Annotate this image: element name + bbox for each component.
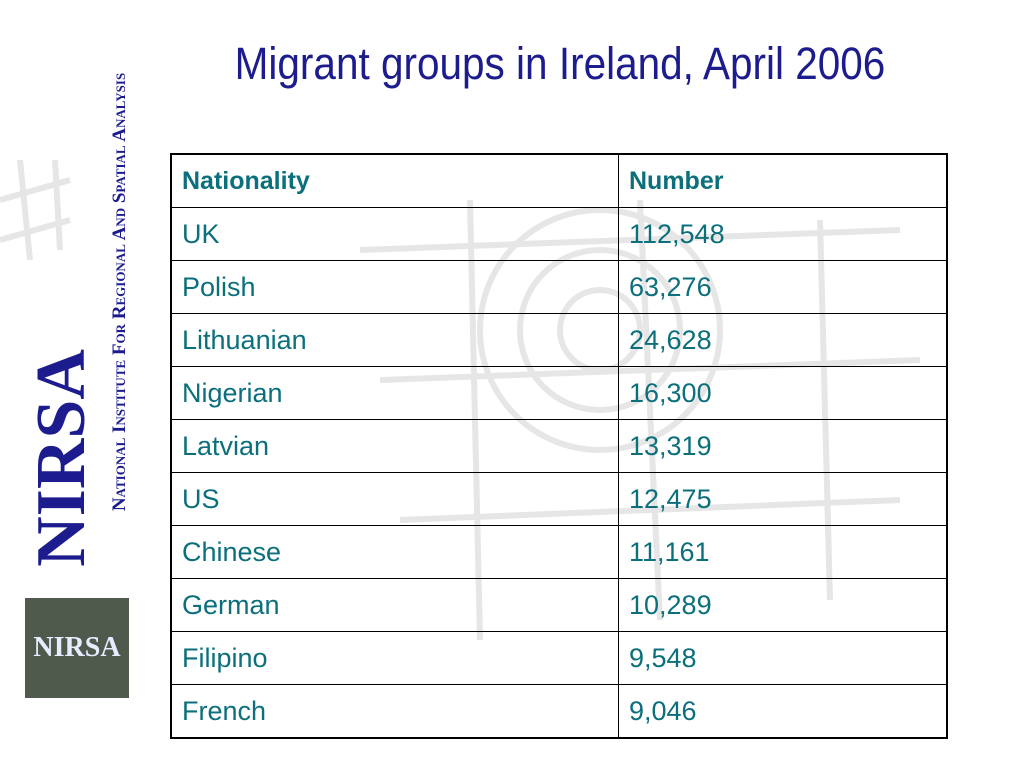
data-table: Nationality Number UK 112,548 Polish 63,276 Li… — [170, 153, 948, 739]
table-cell: 10,289 — [618, 578, 948, 632]
table-cell: Nigerian — [170, 366, 619, 420]
table-cell: 11,161 — [618, 525, 948, 579]
header-cell: Nationality — [170, 153, 619, 208]
table-cell: 63,276 — [618, 260, 948, 314]
table-row: Lithuanian 24,628 — [170, 313, 948, 367]
table-cell: 9,548 — [618, 631, 948, 685]
table-cell: German — [170, 578, 619, 632]
table-row: French 9,046 — [170, 684, 948, 739]
table-row: Filipino 9,548 — [170, 631, 948, 685]
table-cell: Polish — [170, 260, 619, 314]
table-cell: UK — [170, 207, 619, 261]
table-cell: 24,628 — [618, 313, 948, 367]
table-row: Nigerian 16,300 — [170, 366, 948, 420]
table-cell: Filipino — [170, 631, 619, 685]
table-row: Polish 63,276 — [170, 260, 948, 314]
table-cell: Lithuanian — [170, 313, 619, 367]
table-row: Chinese 11,161 — [170, 525, 948, 579]
table-cell: 13,319 — [618, 419, 948, 473]
badge: NIRSA — [25, 598, 129, 698]
table-cell: US — [170, 472, 619, 526]
table-row: German 10,289 — [170, 578, 948, 632]
header-row: Nationality Number — [170, 153, 948, 208]
table-row: US 12,475 — [170, 472, 948, 526]
table-cell: 9,046 — [618, 684, 948, 739]
institute-name: National Institute For Regional And Spat… — [109, 72, 130, 512]
table-cell: 112,548 — [618, 207, 948, 261]
table-row: UK 112,548 — [170, 207, 948, 261]
table-cell: 16,300 — [618, 366, 948, 420]
table-cell: 12,475 — [618, 472, 948, 526]
header-cell: Number — [618, 153, 948, 208]
logo: NIRSA — [23, 349, 100, 567]
slide-title: Migrant groups in Ireland, April 2006 — [234, 38, 886, 89]
table-cell: Chinese — [170, 525, 619, 579]
table-row: Latvian 13,319 — [170, 419, 948, 473]
table-cell: French — [170, 684, 619, 739]
table-cell: Latvian — [170, 419, 619, 473]
